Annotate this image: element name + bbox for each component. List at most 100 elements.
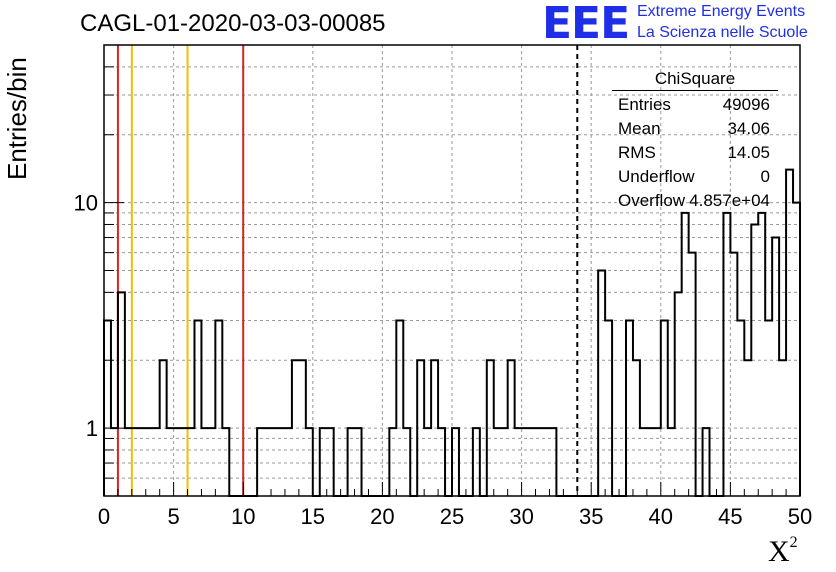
histogram-bin <box>654 428 661 496</box>
stats-value: 4.857e+04 <box>689 191 770 210</box>
histogram-bin <box>772 238 779 496</box>
stats-label: RMS <box>618 143 656 162</box>
x-axis-symbol: X <box>768 535 790 568</box>
histogram-bin <box>487 360 494 496</box>
x-tick-label: 30 <box>509 504 533 529</box>
histogram-bin <box>675 292 682 496</box>
stats-value: 14.05 <box>727 143 770 162</box>
stats-label: Underflow <box>618 167 695 186</box>
histogram-bin <box>730 253 737 496</box>
histogram-bin <box>222 428 229 496</box>
y-axis-label: Entries/bin <box>2 57 32 180</box>
histogram-bin <box>703 428 710 496</box>
histogram-bin <box>201 428 208 496</box>
histogram-bin <box>320 428 327 496</box>
histogram-bin <box>417 360 424 496</box>
histogram-bin <box>118 292 125 496</box>
histogram-bin <box>758 213 765 496</box>
x-tick-label: 5 <box>167 504 179 529</box>
x-tick-label: 35 <box>579 504 603 529</box>
stats-value: 0 <box>760 167 770 186</box>
histogram-bin <box>174 428 181 496</box>
histogram-bin <box>473 428 480 496</box>
histogram-bin <box>786 170 793 496</box>
histogram-bin <box>327 428 334 496</box>
stats-label: Entries <box>618 95 671 114</box>
histogram-bin <box>125 428 132 496</box>
x-axis-label: X2 <box>768 534 798 569</box>
run-title: CAGL-01-2020-03-03-00085 <box>80 10 386 37</box>
histogram-bin <box>438 428 445 496</box>
histogram-bin <box>640 428 647 496</box>
histogram-bin <box>723 213 730 496</box>
histogram-bin <box>431 360 438 496</box>
x-tick-label: 0 <box>98 504 110 529</box>
stats-row-overflow: Overflow 4.857e+04 <box>612 189 778 213</box>
x-tick-label: 45 <box>718 504 742 529</box>
histogram-bin <box>661 321 668 496</box>
histogram-bin <box>744 360 751 496</box>
histogram-bin <box>181 428 188 496</box>
histogram-bin <box>501 428 508 496</box>
brand-line-1: Extreme Energy Events <box>637 3 806 20</box>
histogram-bin <box>529 428 536 496</box>
histogram-bin <box>299 360 306 496</box>
histogram-bin <box>508 360 515 496</box>
histogram-bin <box>139 428 146 496</box>
eee-logo: EEE <box>542 0 630 49</box>
histogram-bin <box>194 321 201 496</box>
x-tick-label: 20 <box>370 504 394 529</box>
histogram-bin <box>626 321 633 496</box>
histogram-bin <box>153 428 160 496</box>
x-tick-label: 10 <box>231 504 255 529</box>
x-tick-label: 50 <box>788 504 812 529</box>
histogram-bin <box>208 428 215 496</box>
stats-row-underflow: Underflow 0 <box>612 165 778 189</box>
histogram-bin <box>396 321 403 496</box>
histogram-bin <box>549 428 556 496</box>
x-tick-label: 15 <box>301 504 325 529</box>
stats-row-rms: RMS 14.05 <box>612 141 778 165</box>
histogram-bin <box>737 321 744 496</box>
y-tick-labels: 1 10 <box>74 191 98 442</box>
histogram-bin <box>160 360 167 496</box>
histogram-bin <box>682 213 689 496</box>
histogram-bin <box>389 428 396 496</box>
histogram-bin <box>188 428 195 496</box>
stats-value: 34.06 <box>727 119 770 138</box>
stats-separator <box>612 90 778 91</box>
histogram-bin <box>285 428 292 496</box>
x-axis-superscript: 2 <box>789 534 798 551</box>
x-tick-label: 25 <box>440 504 464 529</box>
stats-label: Overflow <box>618 191 686 210</box>
y-tick-label: 1 <box>86 416 98 441</box>
histogram-bin <box>264 428 271 496</box>
histogram-bin <box>348 428 355 496</box>
histogram-bin <box>598 271 605 497</box>
stats-row-mean: Mean 34.06 <box>612 117 778 141</box>
histogram-bin <box>306 428 313 496</box>
histogram-bin <box>167 428 174 496</box>
histogram-bin <box>765 321 772 496</box>
stats-box: ChiSquare Entries 49096 Mean 34.06 RMS 14.0… <box>612 68 778 213</box>
histogram-bin <box>633 360 640 496</box>
histogram-bin <box>452 428 459 496</box>
histogram-bin <box>215 321 222 496</box>
stats-row-entries: Entries 49096 <box>612 93 778 117</box>
stats-value: 49096 <box>722 95 770 114</box>
stats-title: ChiSquare <box>654 69 736 88</box>
histogram-bin <box>403 428 410 496</box>
brand-line-2: La Scienza nelle Scuole <box>637 24 808 41</box>
stats-label: Mean <box>618 119 661 138</box>
histogram-bin <box>793 203 800 496</box>
histogram-bin <box>605 321 612 496</box>
histogram-bin <box>779 360 786 496</box>
histogram-bin <box>424 428 431 496</box>
histogram-bin <box>668 428 675 496</box>
histogram-bin <box>689 253 696 496</box>
histogram-bin <box>257 428 264 496</box>
histogram-bin <box>146 428 153 496</box>
histogram-bin <box>647 428 654 496</box>
histogram-bin <box>515 428 522 496</box>
